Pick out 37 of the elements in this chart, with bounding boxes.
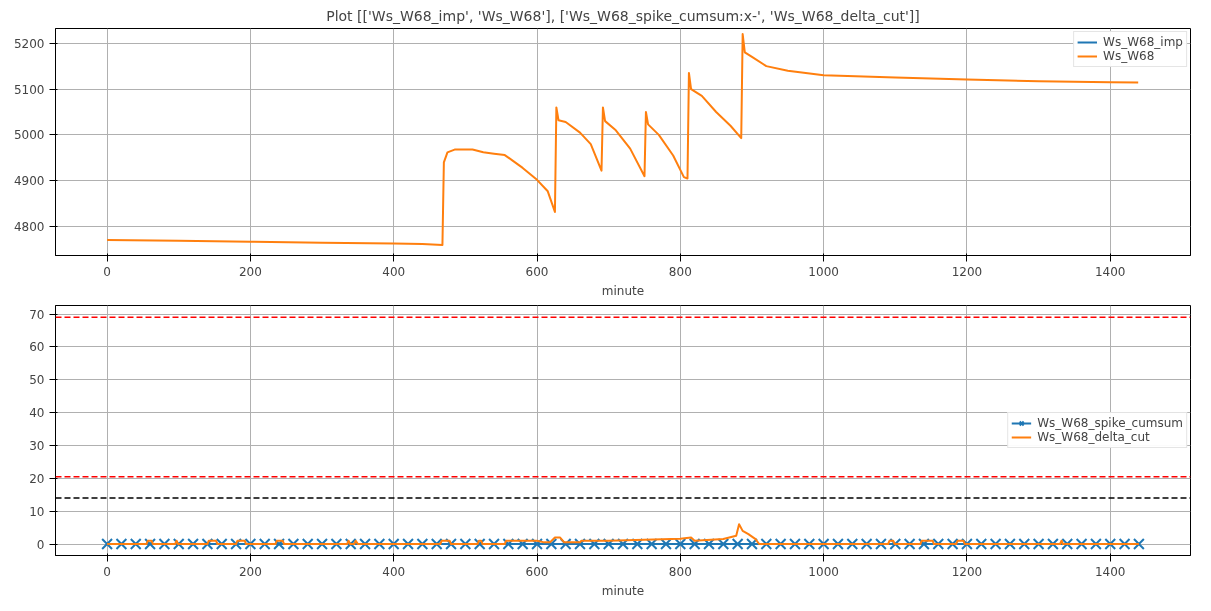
x-tick-label: 1400 bbox=[1094, 564, 1126, 579]
x-tick-label: 200 bbox=[238, 564, 262, 579]
x-tick-label: 1400 bbox=[1094, 264, 1126, 279]
x-tick-label: 1000 bbox=[808, 264, 839, 279]
y-tick-label: 50 bbox=[29, 373, 45, 388]
line-series bbox=[106, 523, 1140, 545]
x-tick-label: 400 bbox=[382, 564, 406, 579]
legend-label: Ws_W68_delta_cut bbox=[1037, 430, 1150, 444]
y-tick-label: 0 bbox=[36, 537, 45, 552]
x-tick-label: 1200 bbox=[951, 564, 983, 579]
y-tick-label: 60 bbox=[29, 340, 45, 355]
chart-title: Plot [['Ws_W68_imp', 'Ws_W68'], ['Ws_W68_spike_cumsum:x-', 'Ws_W68_delta_cut']] bbox=[326, 7, 920, 24]
y-tick-label: 20 bbox=[29, 471, 45, 486]
x-tick-label: 1200 bbox=[951, 264, 983, 279]
x-tick-label: 200 bbox=[238, 264, 262, 279]
x-tick-label: 800 bbox=[668, 264, 692, 279]
y-tick-label: 4800 bbox=[13, 220, 45, 235]
x-tick-label: 600 bbox=[525, 264, 549, 279]
x-tick-label: 600 bbox=[525, 564, 549, 579]
y-tick-label: 5200 bbox=[13, 36, 45, 51]
legend-label: Ws_W68_imp bbox=[1103, 35, 1183, 49]
y-tick-label: 4900 bbox=[13, 174, 45, 189]
x-tick-label: 1000 bbox=[808, 564, 839, 579]
y-tick-label: 70 bbox=[29, 307, 45, 322]
y-tick-label: 5000 bbox=[13, 128, 45, 143]
y-tick-label: 30 bbox=[29, 438, 45, 453]
x-tick-label: 0 bbox=[103, 264, 111, 279]
x-axis-title: minute bbox=[601, 283, 645, 298]
legend-label: Ws_W68_spike_cumsum bbox=[1037, 416, 1183, 430]
x-tick-label: 800 bbox=[668, 564, 692, 579]
y-tick-label: 5100 bbox=[13, 82, 45, 97]
y-tick-label: 10 bbox=[29, 504, 45, 519]
legend-label: Ws_W68 bbox=[1103, 49, 1155, 63]
x-tick-label: 400 bbox=[382, 264, 406, 279]
x-tick-label: 0 bbox=[103, 564, 111, 579]
y-tick-label: 40 bbox=[29, 406, 45, 421]
x-axis-title: minute bbox=[601, 583, 645, 598]
